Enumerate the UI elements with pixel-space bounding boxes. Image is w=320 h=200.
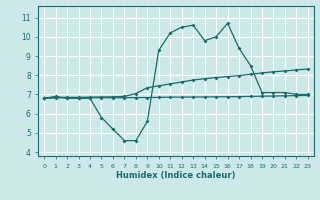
X-axis label: Humidex (Indice chaleur): Humidex (Indice chaleur) xyxy=(116,171,236,180)
